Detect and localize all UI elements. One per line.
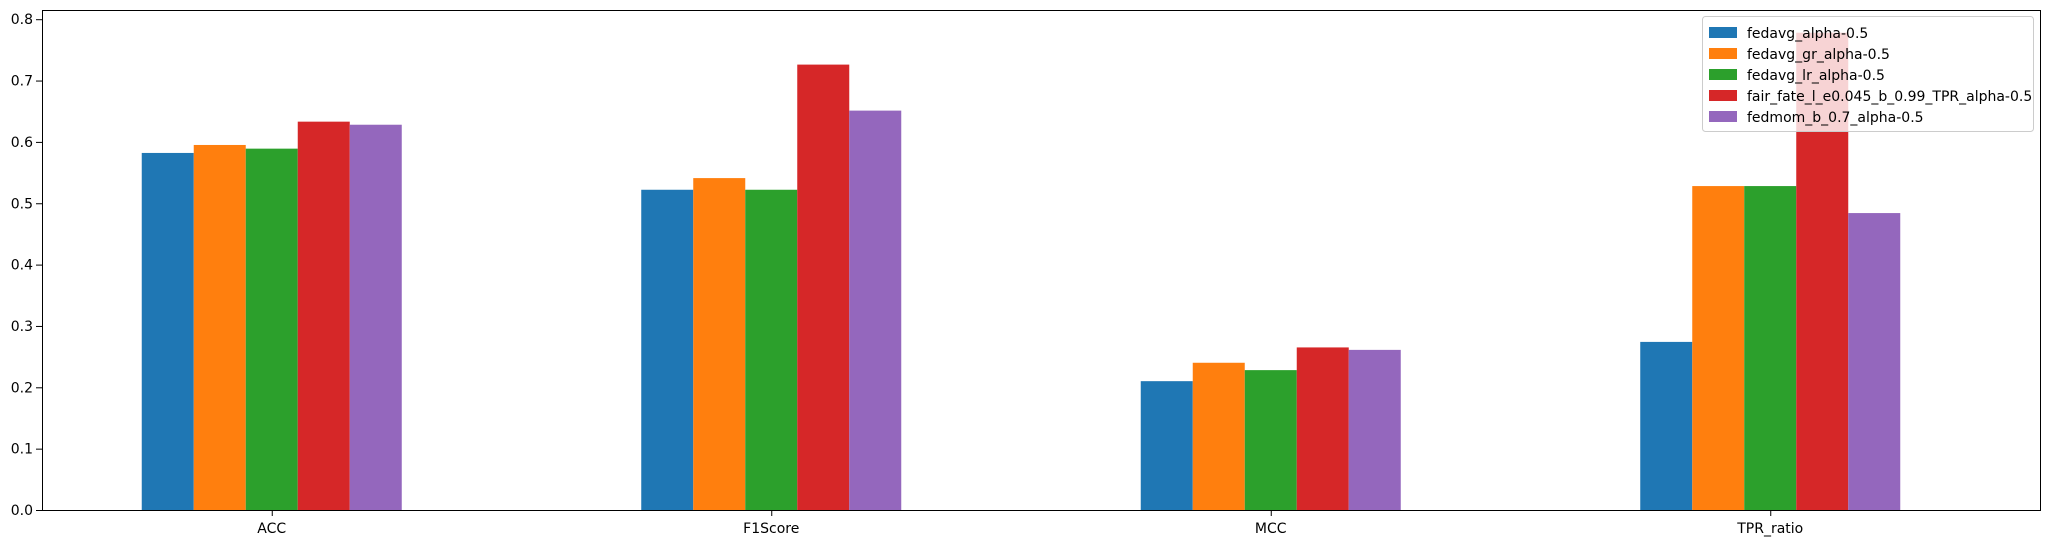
legend-box (1702, 16, 2034, 132)
y-tick-label: 0.3 (11, 319, 33, 335)
legend-label: fair_fate_l_e0.045_b_0.99_TPR_alpha-0.5 (1747, 89, 2032, 105)
y-axis-ticks: 0.0 0.1 0.2 0.3 0.4 0.5 0.6 0.7 0.8 (11, 12, 42, 519)
x-tick-label: MCC (1255, 521, 1287, 537)
legend-label: fedmom_b_0.7_alpha-0.5 (1747, 110, 1924, 126)
legend-swatch (1709, 90, 1737, 101)
bar-MCC-fedavg_gr_alpha-0.5 (1192, 362, 1245, 510)
legend-swatch (1709, 111, 1737, 122)
y-tick-label: 0.7 (11, 74, 33, 90)
plot-frame (42, 10, 2041, 511)
bar-F1Score-fair_fate_l_e0.045_b_0.99_TPR_alpha-0.5 (797, 64, 850, 510)
x-tick-label: TPR_ratio (1736, 521, 1803, 537)
bar-ACC-fedavg_gr_alpha-0.5 (193, 144, 246, 510)
bar-F1Score-fedmom_b_0.7_alpha-0.5 (849, 110, 902, 510)
bar-TPR_ratio-fedavg_gr_alpha-0.5 (1692, 186, 1745, 511)
legend-label: fedavg_gr_alpha-0.5 (1747, 47, 1890, 63)
bar-F1Score-fedavg_gr_alpha-0.5 (693, 178, 746, 511)
bar-ACC-fedmom_b_0.7_alpha-0.5 (349, 124, 402, 510)
bar-MCC-fedavg_lr_alpha-0.5 (1244, 370, 1297, 510)
legend-label: fedavg_lr_alpha-0.5 (1747, 68, 1885, 84)
legend-swatch (1709, 27, 1737, 38)
y-tick-label: 0.8 (11, 12, 33, 28)
bar-MCC-fedavg_alpha-0.5 (1140, 381, 1193, 510)
bar-ACC-fair_fate_l_e0.045_b_0.99_TPR_alpha-0.5 (297, 121, 350, 511)
x-tick-label: ACC (257, 521, 286, 537)
x-tick-label: F1Score (743, 521, 799, 537)
bars-group (141, 32, 1901, 511)
bar-TPR_ratio-fedavg_alpha-0.5 (1640, 341, 1693, 510)
bar-MCC-fedmom_b_0.7_alpha-0.5 (1348, 349, 1401, 510)
y-tick-label: 0.5 (11, 196, 33, 212)
bar-TPR_ratio-fedavg_lr_alpha-0.5 (1744, 186, 1797, 511)
y-tick-label: 0.4 (11, 258, 33, 274)
bar-F1Score-fedavg_lr_alpha-0.5 (745, 189, 798, 510)
bar-MCC-fair_fate_l_e0.045_b_0.99_TPR_alpha-0.5 (1296, 347, 1349, 510)
bar-F1Score-fedavg_alpha-0.5 (641, 189, 694, 510)
legend: fedavg_alpha-0.5 fedavg_gr_alpha-0.5fedav… (1702, 16, 2034, 132)
legend-swatch (1709, 48, 1737, 59)
y-tick-label: 0.6 (11, 135, 33, 151)
y-tick-label: 0.0 (11, 503, 33, 519)
bar-ACC-fedavg_alpha-0.5 (141, 152, 194, 511)
y-tick-label: 0.1 (11, 442, 33, 458)
bar-ACC-fedavg_lr_alpha-0.5 (245, 148, 298, 510)
bar-TPR_ratio-fedmom_b_0.7_alpha-0.5 (1848, 213, 1901, 510)
legend-label: fedavg_alpha-0.5 (1747, 26, 1868, 42)
x-axis-ticks: ACC F1Score MCC TPR_ratio (257, 510, 1803, 537)
legend-swatch (1709, 69, 1737, 80)
y-tick-label: 0.2 (11, 380, 33, 396)
